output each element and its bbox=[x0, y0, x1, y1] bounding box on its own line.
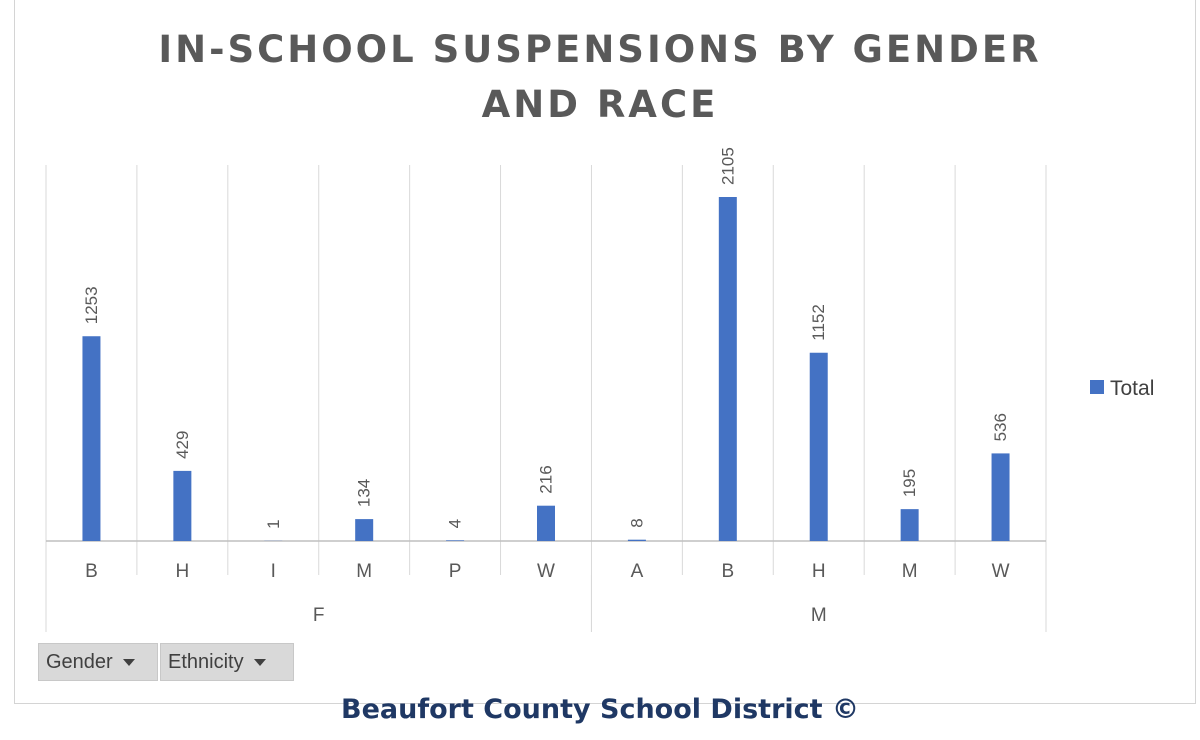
data-label: 195 bbox=[900, 469, 919, 497]
group-label: M bbox=[811, 605, 827, 626]
ethnicity-field-label: Ethnicity bbox=[168, 651, 244, 673]
category-tick-label: W bbox=[537, 561, 555, 582]
category-tick-label: I bbox=[271, 561, 276, 582]
data-label: 4 bbox=[446, 519, 465, 528]
bar bbox=[446, 540, 465, 541]
category-tick-label: H bbox=[175, 561, 189, 582]
footer-credit: Beaufort County School District © bbox=[341, 694, 859, 725]
bar bbox=[537, 505, 555, 541]
category-tick-label: W bbox=[992, 561, 1010, 582]
data-label: 1253 bbox=[82, 286, 101, 324]
dropdown-arrow-icon bbox=[122, 659, 135, 667]
legend: Total bbox=[1090, 376, 1154, 402]
bar bbox=[173, 470, 192, 541]
bar bbox=[718, 197, 737, 541]
data-label: 429 bbox=[173, 431, 192, 459]
bar bbox=[809, 352, 828, 541]
group-label: F bbox=[313, 605, 325, 626]
chart-title-line-2: AND RACE bbox=[481, 83, 719, 126]
category-tick-label: P bbox=[449, 561, 462, 582]
data-label: 216 bbox=[537, 465, 556, 493]
data-label: 1 bbox=[264, 519, 283, 528]
bar bbox=[355, 519, 374, 541]
legend-label: Total bbox=[1110, 377, 1155, 400]
dropdown-arrow-icon bbox=[253, 659, 266, 667]
gender-field-label: Gender bbox=[46, 651, 113, 673]
category-tick-label: A bbox=[631, 561, 644, 582]
chart-title-line-1: IN-SCHOOL SUSPENSIONS BY GENDER bbox=[158, 28, 1042, 71]
bar bbox=[991, 453, 1010, 541]
category-tick-label: B bbox=[721, 561, 734, 582]
category-tick-label: H bbox=[812, 561, 826, 582]
category-tick-label: B bbox=[85, 561, 98, 582]
data-label: 1152 bbox=[809, 304, 828, 341]
category-tick-label: M bbox=[356, 561, 372, 582]
bar bbox=[627, 539, 646, 541]
chart-title: IN-SCHOOL SUSPENSIONS BY GENDER AND RACE bbox=[0, 22, 1200, 132]
ethnicity-field-button[interactable]: Ethnicity bbox=[160, 643, 294, 681]
category-tick-label: M bbox=[902, 561, 918, 582]
chart-frame bbox=[14, 0, 1196, 704]
legend-swatch bbox=[1090, 380, 1104, 395]
data-label: 134 bbox=[355, 479, 374, 507]
bar bbox=[82, 336, 101, 541]
bar bbox=[900, 509, 919, 541]
gender-field-button[interactable]: Gender bbox=[38, 643, 158, 681]
data-label: 8 bbox=[627, 518, 646, 527]
data-label: 2105 bbox=[718, 147, 737, 185]
data-label: 536 bbox=[991, 413, 1010, 441]
